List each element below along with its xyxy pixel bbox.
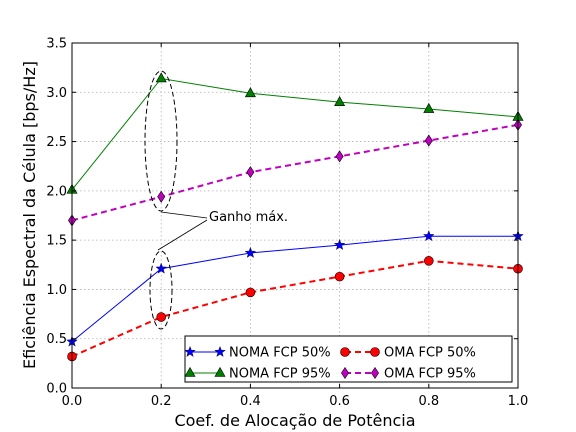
x-axis-label: Coef. de Alocação de Potência xyxy=(174,411,415,430)
legend: NOMA FCP 50% NOMA FCP 95% OMA FCP 50% OMA F… xyxy=(184,335,513,383)
legend-marker xyxy=(214,345,226,357)
data-point xyxy=(155,72,167,83)
series-line xyxy=(71,77,519,191)
x-tick-label: 0.8 xyxy=(418,394,439,409)
y-tick-label: 1.0 xyxy=(46,283,67,298)
series-line xyxy=(71,235,518,343)
max-gain-ellipse-upper xyxy=(144,70,178,212)
y-tick-label: 0.5 xyxy=(46,332,67,347)
data-point xyxy=(423,256,434,266)
legend-entry: NOMA FCP 95% xyxy=(184,366,331,382)
legend-marker xyxy=(370,347,380,357)
annotation-label: Ganho máx. xyxy=(209,210,288,225)
data-point xyxy=(157,190,166,203)
x-tick-label: 0.0 xyxy=(62,394,83,409)
data-point xyxy=(246,166,255,179)
series-oma-fcp-95 xyxy=(68,118,522,227)
legend-entry: OMA FCP 95% xyxy=(341,367,476,382)
y-tick-label: 3.0 xyxy=(46,86,67,101)
x-tick-label: 1.0 xyxy=(508,394,529,409)
y-tick-label: 2.5 xyxy=(46,135,67,150)
series-noma-fcp-95 xyxy=(66,72,524,194)
data-point xyxy=(244,87,256,98)
data-point xyxy=(245,287,256,298)
legend-label: NOMA FCP 50% xyxy=(229,346,331,361)
max-gain-ellipse-lower xyxy=(149,250,173,330)
plot-frame xyxy=(71,42,519,389)
data-point xyxy=(155,262,167,274)
y-tick-label: 0.0 xyxy=(46,382,67,397)
y-tick-label: 1.5 xyxy=(46,234,67,249)
ticks-layer: 0.0 0.2 0.4 0.6 0.8 1.0 0.0 0.5 1.0 1.5 2.0 2.5 3.0 3… xyxy=(46,37,528,410)
legend-label: OMA FCP 95% xyxy=(384,367,476,382)
y-axis-label: Eficiência Espectral da Célula [bps/Hz] xyxy=(20,61,39,369)
x-tick-label: 0.6 xyxy=(329,394,350,409)
legend-marker xyxy=(371,366,379,380)
legend-entry: NOMA FCP 50% xyxy=(184,345,331,361)
legend-marker xyxy=(340,347,350,357)
series-line xyxy=(71,259,519,358)
legend-marker xyxy=(341,366,349,380)
annotation-arrow-lower xyxy=(157,219,208,251)
y-tick-label: 3.5 xyxy=(46,37,67,52)
data-point xyxy=(244,246,257,258)
y-tick-label: 2.0 xyxy=(46,184,67,199)
legend-entry: OMA FCP 50% xyxy=(340,346,476,361)
data-point xyxy=(423,230,435,242)
legend-label: OMA FCP 50% xyxy=(384,346,476,361)
series-layer xyxy=(66,72,524,362)
series-line xyxy=(71,123,519,222)
data-point xyxy=(334,271,345,282)
data-point xyxy=(424,134,433,147)
x-tick-label: 0.4 xyxy=(240,394,261,409)
data-point xyxy=(335,150,344,163)
data-point xyxy=(334,96,346,106)
data-point xyxy=(156,312,166,322)
series-noma-fcp-50 xyxy=(66,230,524,347)
annotation-arrow-upper xyxy=(160,211,208,219)
legend-label: NOMA FCP 95% xyxy=(229,367,331,382)
annotation-layer: Ganho máx. xyxy=(144,70,288,330)
data-point xyxy=(423,102,435,113)
legend-marker xyxy=(184,366,196,377)
legend-marker xyxy=(214,366,226,377)
x-tick-label: 0.2 xyxy=(151,394,172,409)
legend-box xyxy=(184,335,513,383)
data-point xyxy=(333,238,346,250)
legend-marker xyxy=(184,345,196,357)
